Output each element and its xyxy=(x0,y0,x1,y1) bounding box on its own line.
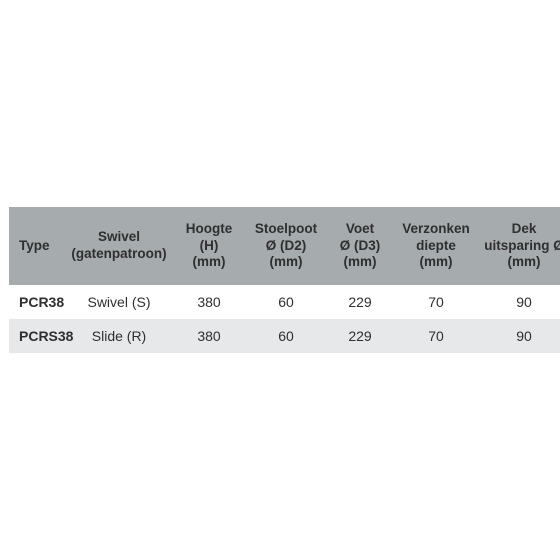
col-label: (gatenpatroon) xyxy=(71,246,166,261)
spec-table-container: Type Swivel (gatenpatroon) Hoogte (H) (m… xyxy=(9,207,551,354)
col-label: (H) xyxy=(200,238,219,253)
cell-swivel: Swivel (S) xyxy=(65,285,173,319)
col-hoogte: Hoogte (H) (mm) xyxy=(173,207,245,286)
col-swivel: Swivel (gatenpatroon) xyxy=(65,207,173,286)
col-label: (mm) xyxy=(193,254,226,269)
col-label: Ø (D3) xyxy=(340,238,381,253)
cell-stoelpoot: 60 xyxy=(245,285,327,319)
col-type: Type xyxy=(9,207,65,286)
cell-hoogte: 380 xyxy=(173,285,245,319)
cell-voet: 229 xyxy=(327,319,393,353)
col-label: Stoelpoot xyxy=(255,221,317,236)
col-verzonken: Verzonken diepte (mm) xyxy=(393,207,479,286)
cell-stoelpoot: 60 xyxy=(245,319,327,353)
col-label: Dek xyxy=(512,221,537,236)
col-label: Verzonken xyxy=(402,221,470,236)
cell-dek: 90 xyxy=(479,285,560,319)
col-label: (mm) xyxy=(344,254,377,269)
col-label: (mm) xyxy=(270,254,303,269)
col-dek: Dek uitsparing Ø (mm) xyxy=(479,207,560,286)
cell-swivel: Slide (R) xyxy=(65,319,173,353)
col-label: Hoogte xyxy=(186,221,233,236)
table-header: Type Swivel (gatenpatroon) Hoogte (H) (m… xyxy=(9,207,560,286)
cell-voet: 229 xyxy=(327,285,393,319)
col-label: Ø (D2) xyxy=(266,238,307,253)
header-row: Type Swivel (gatenpatroon) Hoogte (H) (m… xyxy=(9,207,560,286)
table-row: PCRS38 Slide (R) 380 60 229 70 90 xyxy=(9,319,560,353)
cell-type: PCRS38 xyxy=(9,319,65,353)
col-label: (mm) xyxy=(420,254,453,269)
col-label: Swivel xyxy=(98,229,140,244)
col-label: uitsparing Ø xyxy=(484,238,560,253)
col-label: diepte xyxy=(416,238,456,253)
cell-dek: 90 xyxy=(479,319,560,353)
col-label: (mm) xyxy=(508,254,541,269)
col-voet: Voet Ø (D3) (mm) xyxy=(327,207,393,286)
spec-table: Type Swivel (gatenpatroon) Hoogte (H) (m… xyxy=(9,207,560,354)
col-label: Voet xyxy=(346,221,374,236)
cell-type: PCR38 xyxy=(9,285,65,319)
col-label: Type xyxy=(19,238,50,253)
cell-verzonken: 70 xyxy=(393,319,479,353)
cell-hoogte: 380 xyxy=(173,319,245,353)
table-body: PCR38 Swivel (S) 380 60 229 70 90 PCRS38… xyxy=(9,285,560,353)
table-row: PCR38 Swivel (S) 380 60 229 70 90 xyxy=(9,285,560,319)
col-stoelpoot: Stoelpoot Ø (D2) (mm) xyxy=(245,207,327,286)
cell-verzonken: 70 xyxy=(393,285,479,319)
